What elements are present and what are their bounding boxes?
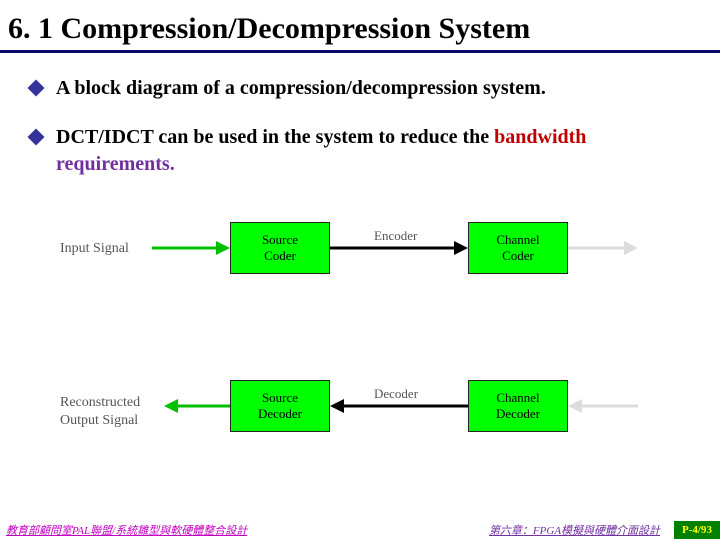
arrow-right-icon [568,238,638,258]
source-coder-box: SourceCoder [230,222,330,274]
page-number: P-4/93 [674,521,720,539]
bullet-text-part: DCT/IDCT can be used in the system to re… [56,126,494,148]
slide-footer: 教育部顧問室PAL聯盟/系統雛型與軟硬體整合設計 第六章：FPGA模擬與硬體介面… [0,520,720,540]
footer-center-text: 第六章：FPGA模擬與硬體介面設計 [489,522,674,538]
bullet-list: A block diagram of a compression/decompr… [0,53,720,178]
bullet-item: A block diagram of a compression/decompr… [30,75,696,102]
block-diagram: Input Signal Reconstructed Output Signal… [60,208,660,468]
channel-decoder-box: ChannelDecoder [468,380,568,432]
bullet-text: A block diagram of a compression/decompr… [56,75,546,102]
arrow-left-icon [330,396,468,416]
output-signal-label: Reconstructed Output Signal [60,394,140,429]
diamond-icon [28,80,45,97]
keyword: bandwidth [494,126,586,148]
bullet-item: DCT/IDCT can be used in the system to re… [30,124,696,178]
keyword: requirements. [56,153,175,175]
slide-title: 6. 1 Compression/Decompression System [0,0,720,53]
input-signal-label: Input Signal [60,240,129,258]
bullet-text: DCT/IDCT can be used in the system to re… [56,124,696,178]
arrow-right-icon [152,238,230,258]
footer-left-text: 教育部顧問室PAL聯盟/系統雛型與軟硬體整合設計 [0,522,247,538]
arrow-right-icon [330,238,468,258]
source-decoder-box: SourceDecoder [230,380,330,432]
arrow-left-icon [164,396,230,416]
channel-coder-box: ChannelCoder [468,222,568,274]
arrow-left-icon [568,396,638,416]
diamond-icon [28,129,45,146]
